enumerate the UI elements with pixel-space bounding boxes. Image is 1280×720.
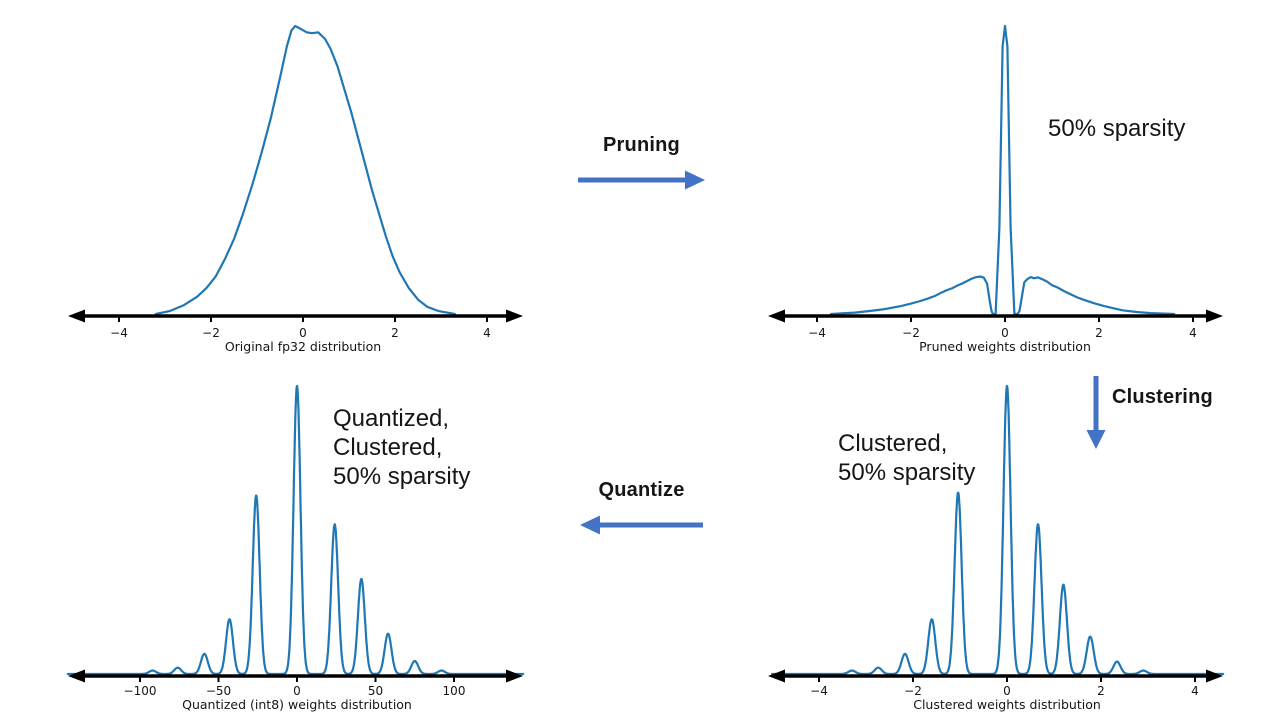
original-fp32-curve [154, 24, 456, 316]
quantized-int8-weights-curve [66, 384, 525, 676]
clustering-step-label: Clustering [1112, 386, 1213, 408]
tick-label: 2 [1095, 326, 1103, 340]
tick-label: −4 [808, 326, 826, 340]
axis-arrowhead-right-icon [506, 309, 523, 323]
tick-label: 0 [293, 684, 301, 698]
quantize-arrowhead-icon [580, 515, 600, 535]
tick-label: −2 [902, 326, 920, 340]
axis-arrowhead-right-icon [1206, 309, 1223, 323]
axis-arrowhead-left-icon [68, 309, 85, 323]
tick-label: 2 [1097, 684, 1105, 698]
tick-label: 0 [299, 326, 307, 340]
tick-label: 2 [391, 326, 399, 340]
axis-arrowhead-left-icon [68, 669, 85, 683]
tick-label: 0 [1003, 684, 1011, 698]
tick-label: −2 [202, 326, 220, 340]
clustered-annotation: Clustered, 50% sparsity [838, 430, 976, 486]
tick-label: 4 [1191, 684, 1199, 698]
pruning-arrowhead-icon [685, 170, 705, 190]
tick-label: 4 [483, 326, 491, 340]
tick-label: 100 [443, 684, 466, 698]
clustering-arrowhead-icon [1086, 430, 1106, 449]
pruned-sparsity-annotation: 50% sparsity [1048, 115, 1186, 142]
tick-label: −100 [124, 684, 157, 698]
quantized-annotation: Quantized, Clustered, 50% sparsity [333, 405, 471, 490]
tick-label: 0 [1001, 326, 1009, 340]
axis-arrowhead-right-icon [1206, 669, 1223, 683]
tick-label: 50 [368, 684, 383, 698]
quantized-int8-weights-axis-title: Quantized (int8) weights distribution [182, 697, 412, 712]
tick-label: −4 [810, 684, 828, 698]
pruned-weights-curve [830, 24, 1176, 316]
quantize-step-label: Quantize [598, 479, 685, 501]
tick-label: 4 [1189, 326, 1197, 340]
clustered-weights-axis-title: Clustered weights distribution [913, 697, 1101, 712]
tick-label: −4 [110, 326, 128, 340]
pruned-weights-axis-title: Pruned weights distribution [919, 339, 1091, 354]
axis-arrowhead-left-icon [768, 669, 785, 683]
clustered-weights-curve [770, 384, 1225, 676]
axis-arrowhead-right-icon [506, 669, 523, 683]
axis-arrowhead-left-icon [768, 309, 785, 323]
pruning-step-label: Pruning [603, 134, 680, 156]
original-fp32-axis-title: Original fp32 distribution [225, 339, 381, 354]
tick-label: −2 [904, 684, 922, 698]
tick-label: −50 [206, 684, 231, 698]
